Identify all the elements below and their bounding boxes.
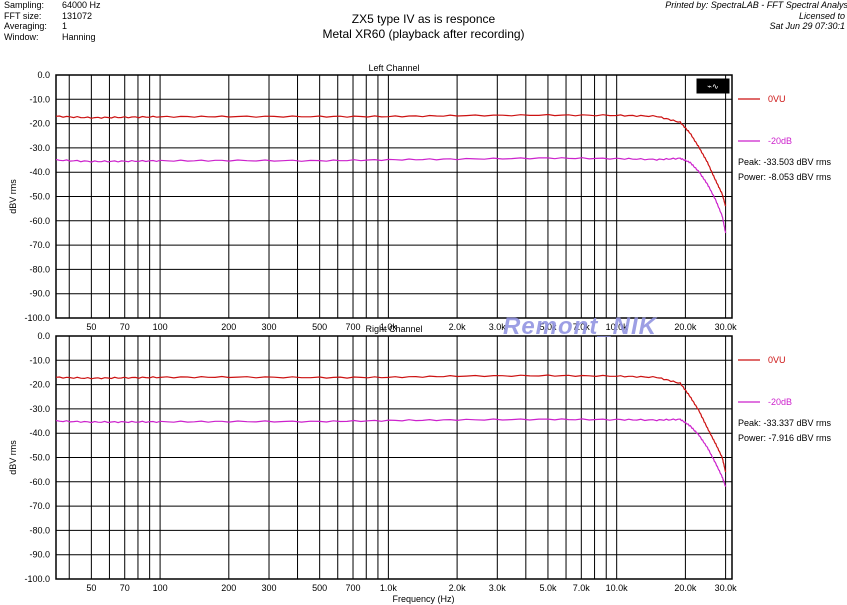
x-tick-label: 10.0k [606, 583, 629, 593]
x-tick-label: 500 [312, 583, 327, 593]
legend-label: 0VU [768, 94, 786, 104]
legend-label: -20dB [768, 397, 792, 407]
measurement-settings: Sampling: 64000 Hz FFT size: 131072 Averag… [4, 0, 101, 42]
y-tick-label: -10.0 [29, 355, 50, 365]
x-tick-label: 3.0k [489, 583, 507, 593]
y-tick-label: -70.0 [29, 501, 50, 511]
y-tick-label: -90.0 [29, 550, 50, 560]
x-tick-label: 30.0k [715, 583, 738, 593]
x-tick-label: 700 [346, 322, 361, 332]
setting-value: Hanning [62, 31, 96, 42]
y-axis-label: dBV rms [8, 179, 18, 214]
setting-value: 64000 Hz [62, 0, 101, 10]
x-tick-label: 100 [153, 583, 168, 593]
peak-readout: Peak: -33.503 dBV rms [738, 157, 832, 167]
x-tick-label: 1.0k [380, 322, 398, 332]
x-tick-label: 200 [221, 583, 236, 593]
setting-averaging: Averaging: 1 [4, 21, 101, 32]
y-tick-label: -70.0 [29, 240, 50, 250]
x-tick-label: 3.0k [489, 322, 507, 332]
peak-readout: Peak: -33.337 dBV rms [738, 418, 832, 428]
x-tick-label: 20.0k [674, 322, 697, 332]
x-tick-label: 500 [312, 322, 327, 332]
legend-label: 0VU [768, 355, 786, 365]
y-tick-label: -80.0 [29, 264, 50, 274]
y-tick-label: -50.0 [29, 453, 50, 463]
x-tick-label: 20.0k [674, 583, 697, 593]
x-tick-label: 5.0k [539, 583, 557, 593]
setting-key: Window: [4, 31, 39, 42]
y-tick-label: -90.0 [29, 289, 50, 299]
y-tick-label: 0.0 [37, 70, 50, 80]
x-tick-label: 700 [346, 583, 361, 593]
y-tick-label: -50.0 [29, 192, 50, 202]
y-axis-label: dBV rms [8, 440, 18, 475]
setting-value: 131072 [62, 10, 93, 21]
x-tick-label: 30.0k [715, 322, 738, 332]
x-tick-label: 2.0k [449, 322, 467, 332]
x-tick-label: 7.0k [573, 583, 591, 593]
watermark-text: Remont_NIK [503, 313, 658, 340]
page-title: ZX5 type IV as is responce [351, 12, 496, 26]
y-tick-label: -100.0 [24, 313, 50, 323]
setting-fft-size: FFT size: 131072 [4, 11, 101, 22]
print-date-line: Sat Jun 29 07:30:1 [769, 21, 845, 31]
page-subtitle: Metal XR60 (playback after recording) [322, 27, 525, 41]
y-tick-label: -30.0 [29, 143, 50, 153]
x-tick-label: 70 [120, 583, 130, 593]
x-axis-label: Frequency (Hz) [392, 594, 455, 604]
x-tick-label: 1.0k [380, 583, 398, 593]
printed-by: Printed by: SpectraLAB - FFT Spectral An… [665, 0, 847, 32]
y-tick-label: -40.0 [29, 167, 50, 177]
x-tick-label: 2.0k [449, 583, 467, 593]
series-line-0vu [55, 113, 727, 207]
y-tick-label: -80.0 [29, 525, 50, 535]
y-tick-label: 0.0 [37, 331, 50, 341]
series-line-minus-20db [55, 157, 727, 234]
plot-toolbar-glyph: ⌁∿ [707, 82, 719, 91]
setting-sampling: Sampling: 64000 Hz [4, 0, 101, 11]
printed-by-line: Printed by: SpectraLAB - FFT Spectral An… [665, 0, 847, 10]
panel-title: Right Channel [365, 324, 422, 334]
y-tick-label: -60.0 [29, 477, 50, 487]
plot-frame [55, 335, 733, 580]
plot-toolbar-icon [696, 78, 730, 94]
y-tick-label: -20.0 [29, 119, 50, 129]
x-tick-label: 7.0k [573, 322, 591, 332]
x-tick-label: 5.0k [539, 322, 557, 332]
legend-label: -20dB [768, 136, 792, 146]
x-tick-label: 10.0k [606, 322, 629, 332]
panel-title: Left Channel [368, 63, 419, 73]
y-tick-label: -60.0 [29, 216, 50, 226]
setting-window: Window: Hanning [4, 32, 101, 43]
setting-key: Averaging: [4, 21, 47, 31]
x-tick-label: 50 [86, 322, 96, 332]
plot-frame [55, 74, 733, 319]
license-line: Licensed to [798, 10, 845, 21]
x-tick-label: 100 [153, 322, 168, 332]
y-tick-label: -10.0 [29, 94, 50, 104]
power-readout: Power: -8.053 dBV rms [738, 172, 832, 182]
y-tick-label: -30.0 [29, 404, 50, 414]
setting-value: 1 [62, 21, 68, 31]
x-tick-label: 70 [120, 322, 130, 332]
setting-key: FFT size: [4, 10, 42, 21]
x-tick-label: 200 [221, 322, 236, 332]
x-tick-label: 300 [261, 322, 276, 332]
series-line-minus-20db [55, 418, 727, 487]
x-tick-label: 50 [86, 583, 96, 593]
y-tick-label: -20.0 [29, 380, 50, 390]
y-tick-label: -100.0 [24, 574, 50, 584]
y-tick-label: -40.0 [29, 428, 50, 438]
x-tick-label: 300 [261, 583, 276, 593]
power-readout: Power: -7.916 dBV rms [738, 433, 832, 443]
setting-key: Sampling: [4, 0, 45, 10]
series-line-0vu [55, 374, 727, 473]
